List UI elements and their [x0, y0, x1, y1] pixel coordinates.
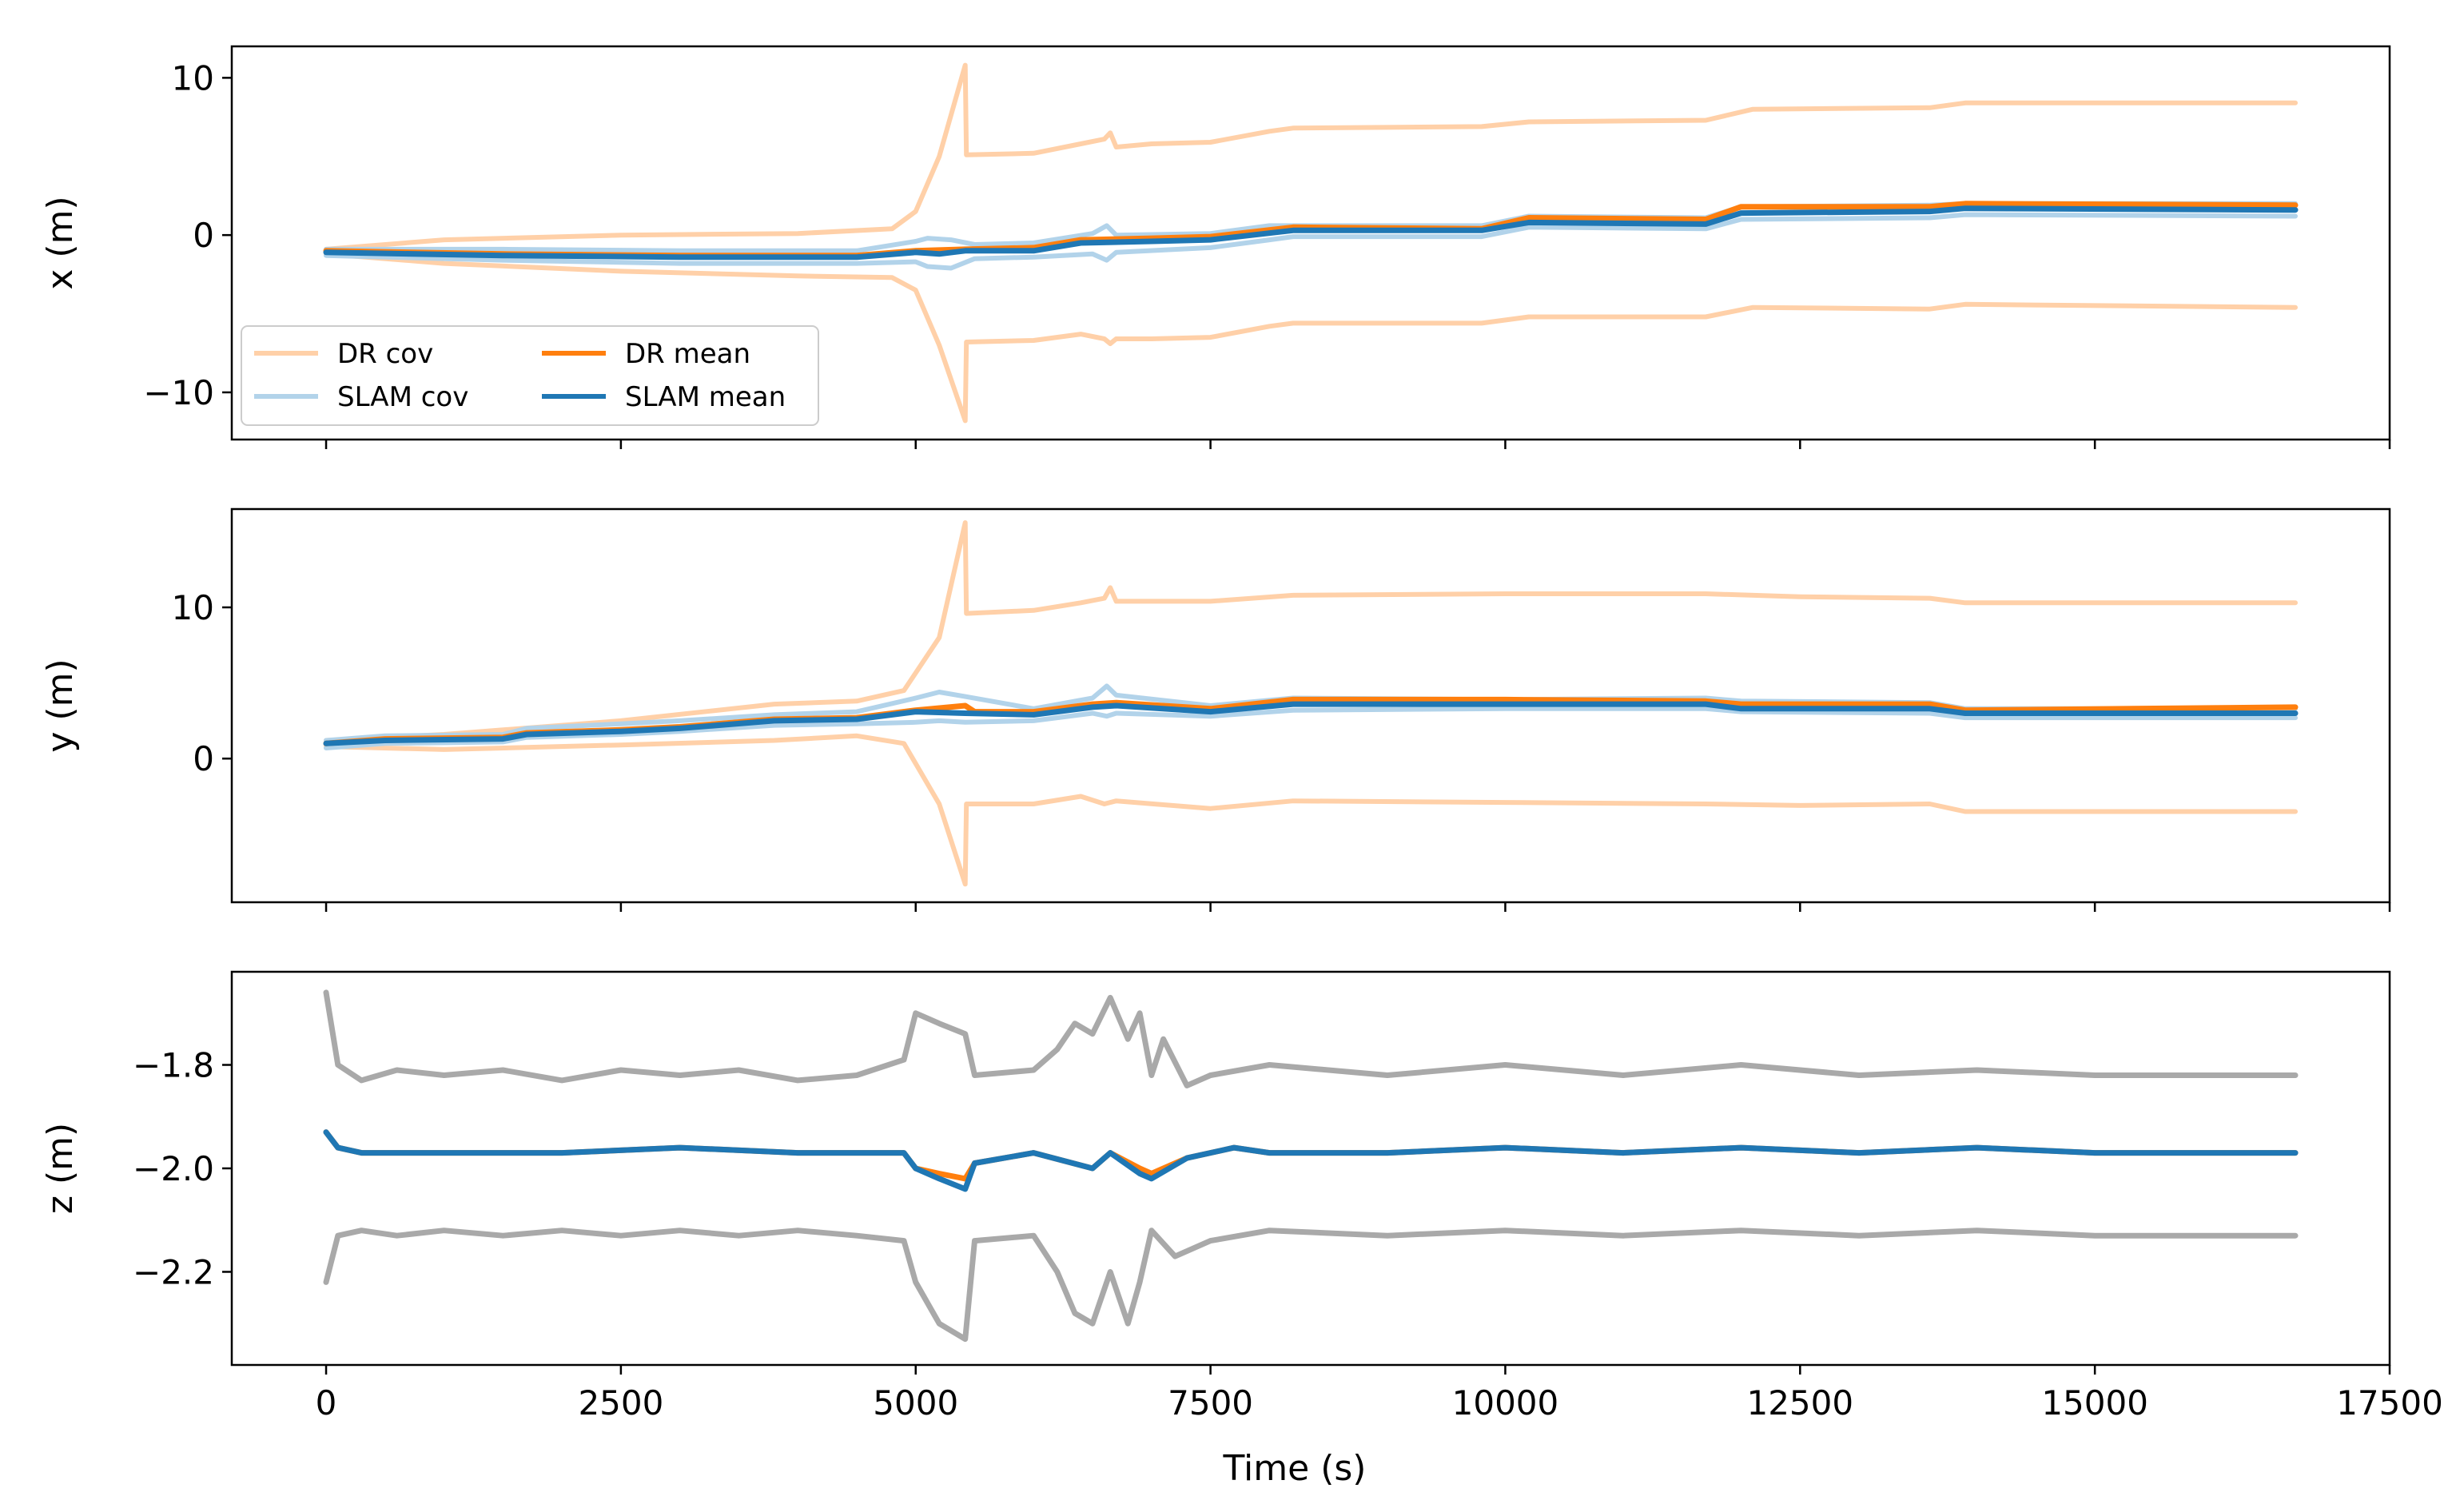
panels-layer: 10 0 −10 x (m) 10 0 y (m) −1.8 −2.0 −2.2 0 2500 5000… [40, 45, 2443, 1422]
panel-y: 10 0 y (m) [40, 507, 2391, 912]
series-y-slam-cov-upper [324, 683, 2298, 743]
legend-label-slam-cov: SLAM cov [337, 381, 468, 413]
y-axis-label-y: y (m) [40, 659, 81, 752]
series-x-slam-mean [323, 205, 2299, 261]
y-tick-label-z: −1.8 [133, 1046, 214, 1085]
series-y-slam-mean [323, 701, 2299, 746]
y-tick-label-x: 10 [172, 58, 214, 97]
y-tick-label-z: −2.2 [133, 1252, 214, 1291]
x-tick-label: 0 [316, 1383, 337, 1422]
legend: DR cov SLAM cov DR mean SLAM mean [241, 325, 819, 426]
x-tick-label: 2500 [578, 1383, 663, 1422]
y-tick-label-y: 0 [193, 739, 214, 778]
series-z-slam-mean [323, 1129, 2299, 1192]
y-tick-label-y: 10 [172, 588, 214, 627]
legend-label-slam-mean: SLAM mean [625, 381, 786, 413]
x-tick-label: 12500 [1746, 1383, 1853, 1422]
y-axis-label-x: x (m) [40, 196, 81, 289]
series-y-dr-cov-lower [324, 733, 2298, 887]
y-tick-label-z: −2.0 [133, 1149, 214, 1188]
x-axis-label: Time (s) [1223, 1448, 1367, 1489]
y-tick-label-x: 0 [193, 216, 214, 255]
series-x-slam-cov-lower [324, 212, 2298, 271]
series-x-dr-cov-upper [324, 62, 2298, 252]
axes-frame-y [230, 507, 2391, 904]
x-tick-label: 17500 [2336, 1383, 2443, 1422]
series-z-dr-slam-cov-lower [323, 1228, 2299, 1343]
legend-frame [241, 325, 819, 426]
x-tick-label: 10000 [1452, 1383, 1559, 1422]
axes-frame-x [230, 45, 2391, 441]
legend-label-dr-cov: DR cov [337, 338, 433, 370]
x-tick-label: 7500 [1168, 1383, 1253, 1422]
y-axis-label-z: z (m) [40, 1123, 81, 1214]
legend-label-dr-mean: DR mean [625, 338, 750, 370]
y-tick-label-x: −10 [143, 373, 214, 412]
panel-z: −1.8 −2.0 −2.2 0 2500 5000 7500 10000 12500 15000… [40, 970, 2443, 1422]
series-y-dr-cov-upper [324, 520, 2298, 743]
panel-x: 10 0 −10 x (m) [40, 45, 2391, 449]
x-tick-label: 15000 [2041, 1383, 2148, 1422]
series-y-slam-cov-lower [324, 706, 2298, 750]
x-tick-label: 5000 [873, 1383, 958, 1422]
series-z-dr-slam-cov-upper [323, 989, 2299, 1088]
series-x-dr-cov-lower [324, 251, 2298, 424]
